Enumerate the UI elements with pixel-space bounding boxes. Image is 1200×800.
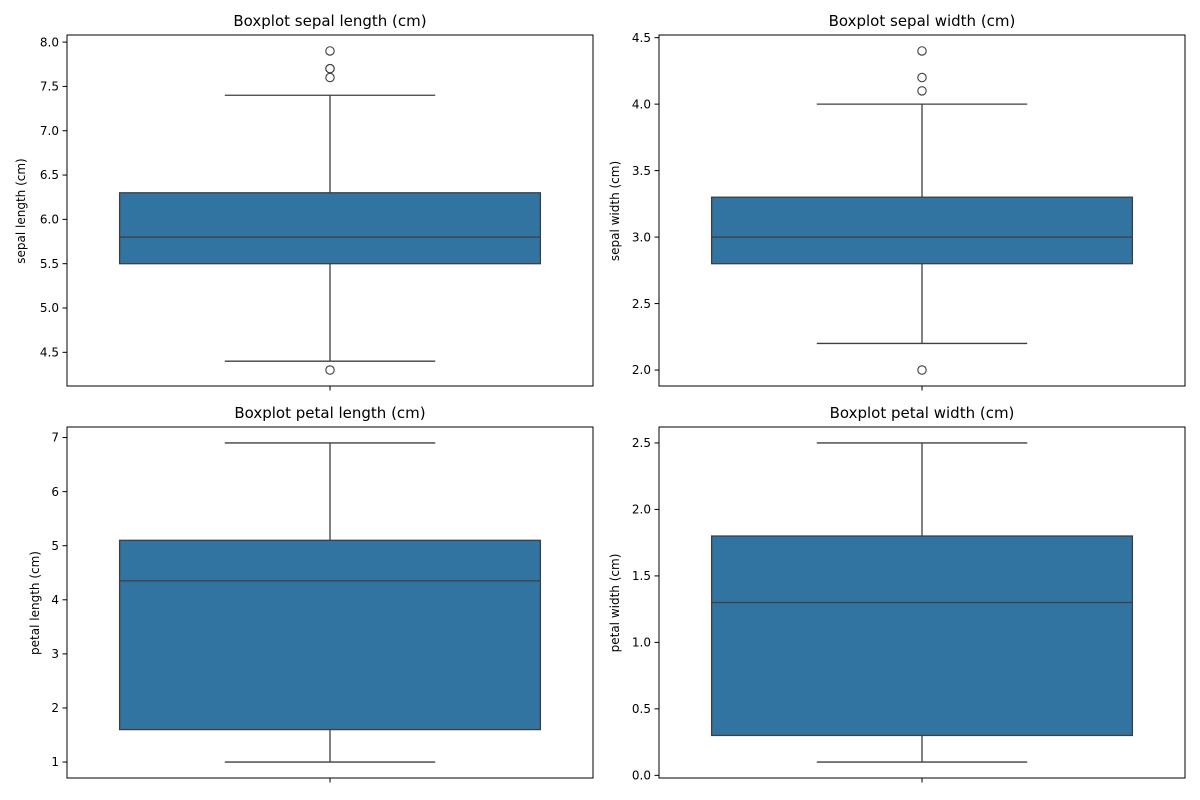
y-tick-label: 0.5 [632, 702, 651, 716]
y-tick-label: 7 [51, 431, 59, 445]
panel-sepal-width: Boxplot sepal width (cm) sepal width (cm… [608, 12, 1186, 391]
panel-petal-width: Boxplot petal width (cm) petal width (cm… [608, 404, 1186, 783]
y-tick-label: 4.5 [40, 346, 59, 360]
y-tick-label: 3.5 [632, 164, 651, 178]
plot-area [710, 442, 1134, 763]
outlier-point [325, 46, 335, 56]
y-tick-label: 3 [51, 647, 59, 661]
iqr-box [710, 535, 1134, 737]
chart-title: Boxplot petal width (cm) [830, 404, 1015, 422]
y-axis-label: sepal length (cm) [14, 158, 28, 263]
y-tick-label: 6.5 [40, 168, 59, 182]
chart-title: Boxplot sepal width (cm) [829, 12, 1016, 30]
plot-area [118, 46, 542, 375]
y-axis-ticks: 2.0 2.5 3.0 3.5 4.0 4.5 [632, 31, 923, 391]
y-tick-label: 7.0 [40, 124, 59, 138]
y-axis-label: petal length (cm) [28, 551, 42, 655]
y-tick-label: 8.0 [40, 35, 59, 49]
y-tick-label: 4 [51, 593, 59, 607]
chart-title: Boxplot sepal length (cm) [233, 12, 426, 30]
y-tick-label: 1.5 [632, 569, 651, 583]
iqr-box [118, 192, 542, 265]
y-axis-ticks: 1 2 3 4 5 6 7 [51, 431, 331, 783]
axes-frame [66, 34, 594, 387]
y-tick-label: 6 [51, 485, 59, 499]
plot-area [118, 442, 542, 763]
outlier-point [917, 72, 927, 83]
y-tick-label: 2.5 [632, 436, 651, 450]
iqr-box [118, 539, 542, 731]
y-tick-label: 5.5 [40, 257, 59, 271]
plot-area [710, 46, 1134, 375]
y-tick-label: 4.0 [632, 97, 651, 111]
y-axis-ticks: 4.5 5.0 5.5 6.0 6.5 7.0 7.5 8.0 [40, 35, 331, 391]
outlier-point [917, 46, 927, 56]
y-tick-label: 2.0 [632, 363, 651, 377]
chart-title: Boxplot petal length (cm) [234, 404, 425, 422]
y-tick-label: 2 [51, 701, 59, 715]
y-axis-label: petal width (cm) [608, 554, 622, 653]
panel-petal-length: Boxplot petal length (cm) petal length (… [28, 404, 594, 783]
y-axis-ticks: 0.0 0.5 1.0 1.5 2.0 2.5 [632, 436, 923, 783]
axes-frame [66, 426, 594, 779]
axes-frame [658, 426, 1186, 779]
y-tick-label: 1.0 [632, 636, 651, 650]
y-axis-label: sepal width (cm) [608, 161, 622, 261]
outlier-point [325, 63, 335, 74]
outlier-point [917, 365, 927, 375]
y-tick-label: 6.0 [40, 213, 59, 227]
y-tick-label: 7.5 [40, 80, 59, 94]
y-tick-label: 5.0 [40, 301, 59, 315]
y-tick-label: 2.5 [632, 297, 651, 311]
axes-frame [658, 34, 1186, 387]
y-tick-label: 1 [51, 755, 59, 769]
y-tick-label: 2.0 [632, 503, 651, 517]
y-tick-label: 3.0 [632, 230, 651, 244]
y-tick-label: 4.5 [632, 31, 651, 45]
y-tick-label: 5 [51, 539, 59, 553]
panel-sepal-length: Boxplot sepal length (cm) sepal length (… [14, 12, 594, 391]
outlier-point [325, 365, 335, 375]
iqr-box [710, 196, 1134, 265]
y-tick-label: 0.0 [632, 769, 651, 783]
outlier-point [917, 86, 927, 96]
